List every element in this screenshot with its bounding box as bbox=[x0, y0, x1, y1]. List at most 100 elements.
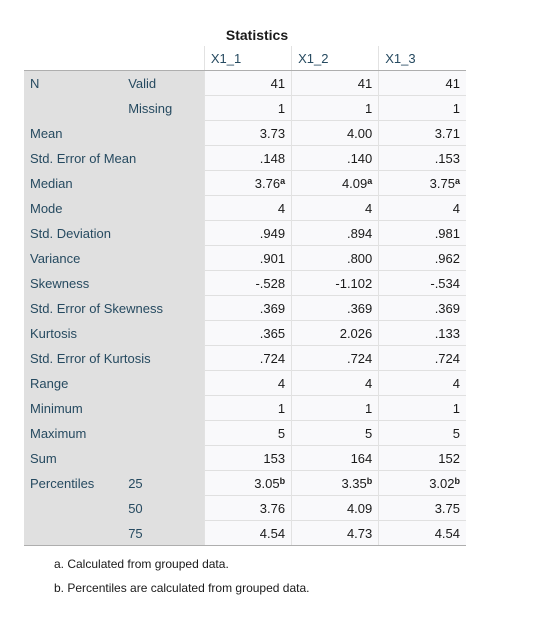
cell-value: -.528 bbox=[255, 275, 286, 291]
cell-value: .981 bbox=[434, 225, 460, 241]
cell-value: 3.75 bbox=[434, 500, 460, 516]
value-cell: 5 bbox=[291, 420, 379, 446]
value-cell: 4.00 bbox=[291, 120, 379, 146]
row-label: Minimum bbox=[24, 395, 205, 421]
cell-value: 4 bbox=[365, 200, 373, 216]
row-label: Std. Error of Skewness bbox=[24, 295, 205, 321]
cell-value: 1 bbox=[277, 100, 286, 116]
value-cell: .724 bbox=[203, 345, 292, 371]
cell-value: 41 bbox=[445, 75, 460, 91]
row-sublabel: 75 bbox=[118, 520, 205, 546]
value-cell: .901 bbox=[203, 245, 292, 271]
row-label: Std. Error of Mean bbox=[24, 145, 205, 171]
cell-value: 4.54 bbox=[259, 525, 286, 541]
row-sublabel: Valid bbox=[118, 70, 205, 96]
row-label: Kurtosis bbox=[24, 320, 205, 346]
cell-value: 1 bbox=[452, 100, 460, 116]
value-cell: .133 bbox=[378, 320, 466, 346]
statistics-table: X1_1 X1_2 X1_3 N Valid 41 41 41 Missing 1 1 1 Mea… bbox=[24, 46, 466, 546]
value-cell: 4 bbox=[203, 370, 292, 396]
cell-value: .949 bbox=[259, 225, 286, 241]
row-label: Percentiles bbox=[24, 470, 119, 496]
cell-value: 4 bbox=[452, 200, 460, 216]
value-cell: 4 bbox=[203, 195, 292, 221]
cell-value: 3.71 bbox=[434, 125, 460, 141]
value-cell: 1 bbox=[203, 395, 292, 421]
cell-value: 5 bbox=[277, 425, 286, 441]
row-label: Range bbox=[24, 370, 205, 396]
row-label: Median bbox=[24, 170, 205, 196]
cell-value: 4 bbox=[277, 375, 286, 391]
cell-value: 4.73 bbox=[346, 525, 373, 541]
value-cell: .962 bbox=[378, 245, 466, 271]
row-label: Variance bbox=[24, 245, 205, 271]
value-cell: 4 bbox=[378, 195, 466, 221]
row-label: Skewness bbox=[24, 270, 205, 296]
cell-value: .133 bbox=[434, 325, 460, 341]
row-sublabel: 50 bbox=[118, 495, 205, 521]
cell-value: 153 bbox=[263, 450, 286, 466]
footnote-marker: a bbox=[454, 175, 460, 186]
value-cell: .369 bbox=[203, 295, 292, 321]
header-row: X1_1 X1_2 X1_3 bbox=[24, 46, 466, 71]
value-cell: -.528 bbox=[203, 270, 292, 296]
row-label: N bbox=[24, 70, 119, 96]
cell-value: 41 bbox=[357, 75, 373, 91]
value-cell: .369 bbox=[291, 295, 379, 321]
row-label: Mode bbox=[24, 195, 205, 221]
value-cell: 164 bbox=[291, 445, 379, 471]
footnote-marker: b bbox=[279, 475, 286, 486]
cell-value: 4 bbox=[365, 375, 373, 391]
value-cell: 4.54 bbox=[378, 520, 466, 546]
value-cell: 4.73 bbox=[291, 520, 379, 546]
footnote-a: a. Calculated from grouped data. bbox=[54, 557, 229, 571]
table-row: Std. Error of Skewness .369 .369 .369 bbox=[24, 295, 466, 321]
value-cell: 3.05b bbox=[203, 470, 292, 496]
value-cell: 2.026 bbox=[291, 320, 379, 346]
cell-value: .153 bbox=[434, 150, 460, 166]
cell-value: .800 bbox=[346, 250, 373, 266]
cell-value: 3.05 bbox=[254, 475, 280, 491]
row-sublabel: 25 bbox=[118, 470, 205, 496]
cell-value: 4.00 bbox=[346, 125, 373, 141]
table-row: N Valid 41 41 41 bbox=[24, 70, 466, 96]
value-cell: 3.75 bbox=[378, 495, 466, 521]
cell-value: .369 bbox=[259, 300, 286, 316]
cell-value: 3.02 bbox=[429, 475, 455, 491]
value-cell: 1 bbox=[291, 395, 379, 421]
cell-value: 4.09 bbox=[346, 500, 373, 516]
value-cell: .140 bbox=[291, 145, 379, 171]
cell-value: 3.73 bbox=[259, 125, 286, 141]
cell-value: .365 bbox=[259, 325, 286, 341]
value-cell: 3.35b bbox=[291, 470, 379, 496]
value-cell: 1 bbox=[378, 95, 466, 121]
cell-value: 1 bbox=[365, 400, 373, 416]
value-cell: 1 bbox=[203, 95, 292, 121]
value-cell: .153 bbox=[378, 145, 466, 171]
cell-value: -.534 bbox=[430, 275, 460, 291]
table-row: Variance .901 .800 .962 bbox=[24, 245, 466, 271]
table-row: Mode 4 4 4 bbox=[24, 195, 466, 221]
table-row: Median 3.76a 4.09a 3.75a bbox=[24, 170, 466, 196]
cell-value: 164 bbox=[350, 450, 373, 466]
value-cell: 5 bbox=[378, 420, 466, 446]
value-cell: 5 bbox=[203, 420, 292, 446]
cell-value: 5 bbox=[452, 425, 460, 441]
table-row: Maximum 5 5 5 bbox=[24, 420, 466, 446]
cell-value: -1.102 bbox=[335, 275, 373, 291]
value-cell: 4 bbox=[378, 370, 466, 396]
cell-value: 2.026 bbox=[339, 325, 373, 341]
row-label bbox=[24, 495, 119, 521]
cell-value: 3.76 bbox=[259, 500, 286, 516]
cell-value: 5 bbox=[365, 425, 373, 441]
value-cell: 4 bbox=[291, 195, 379, 221]
table-row: Std. Deviation .949 .894 .981 bbox=[24, 220, 466, 246]
cell-value: .148 bbox=[259, 150, 286, 166]
table-row: Std. Error of Kurtosis .724 .724 .724 bbox=[24, 345, 466, 371]
cell-value: .369 bbox=[434, 300, 460, 316]
cell-value: 4.09 bbox=[341, 175, 368, 191]
cell-value: .894 bbox=[346, 225, 373, 241]
row-label: Sum bbox=[24, 445, 205, 471]
row-label: Maximum bbox=[24, 420, 205, 446]
table-row: Percentiles 25 3.05b 3.35b 3.02 b bbox=[24, 470, 466, 496]
